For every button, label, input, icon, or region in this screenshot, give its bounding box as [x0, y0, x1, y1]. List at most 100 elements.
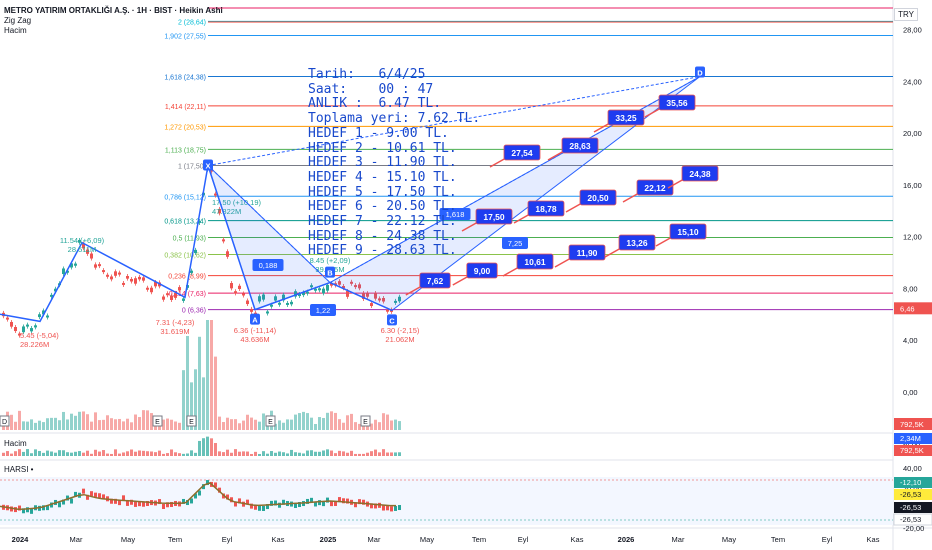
volume-bar-small [170, 449, 173, 456]
event-marker-label: E [189, 419, 194, 426]
volume-bar-small [126, 451, 129, 456]
rsi-pane-title: HARSI • [4, 465, 34, 474]
rsi-candle [94, 492, 97, 498]
volume-bar-small [114, 449, 117, 456]
candle [110, 276, 113, 280]
volume-bar [322, 417, 325, 430]
rsi-candle [238, 498, 241, 504]
volume-bar-small [258, 453, 261, 456]
volume-bar-small [342, 451, 345, 456]
time-axis-tick: Tem [168, 535, 182, 544]
rsi-candle [58, 502, 61, 508]
target-box [658, 94, 696, 111]
note-line: HEDEF 2 - 10.61 TL. [308, 140, 457, 156]
price-axis-tick: -4,00 [903, 440, 920, 449]
volume-bar [78, 411, 81, 430]
volume-bar [290, 419, 293, 430]
volume-bar-small [58, 450, 61, 456]
volume-bar-small [314, 451, 317, 456]
target-box [669, 223, 707, 240]
target-label: 7,62 [427, 276, 444, 286]
zigzag-indicator-label[interactable]: Zig Zag [4, 16, 32, 25]
rsi-candle [138, 501, 141, 507]
candle [222, 239, 225, 242]
volume-bar [386, 414, 389, 430]
candle [122, 282, 125, 285]
zigzag-label: 11.54 (+6,09) [60, 236, 105, 245]
volume-bar [74, 415, 77, 430]
rsi-candle [214, 482, 217, 488]
symbol-title[interactable]: METRO YATIRIM ORTAKLIĞI A.Ş. · 1H · BIST… [4, 6, 223, 15]
volume-indicator-label[interactable]: Hacim [4, 26, 27, 35]
volume-bar [62, 411, 65, 430]
rsi-value-label: -26,53 [900, 515, 921, 524]
rsi-candle [158, 499, 161, 505]
candle [278, 302, 281, 305]
target-box [636, 179, 674, 196]
volume-bar-small [322, 450, 325, 456]
volume-bar-small [266, 453, 269, 456]
time-axis-tick: Tem [472, 535, 486, 544]
time-axis-tick: May [121, 535, 135, 544]
note-line: HEDEF 3 - 11.90 TL. [308, 155, 457, 171]
zigzag-label: 6.36 (-11,14) [234, 326, 277, 335]
target-box [579, 189, 617, 206]
target-box [561, 137, 599, 154]
rsi-candle [102, 494, 105, 500]
volume-bar-small [334, 453, 337, 456]
time-axis-tick: Kas [571, 535, 584, 544]
volume-bar-small [10, 453, 13, 456]
pattern-point-marker [325, 266, 335, 278]
candle [62, 268, 65, 275]
volume-bar-small [386, 452, 389, 456]
volume-bar-small [378, 452, 381, 456]
volume-bar-small [286, 453, 289, 456]
currency-badge[interactable]: TRY [894, 8, 918, 21]
candle [226, 251, 229, 257]
time-axis-tick: May [420, 535, 434, 544]
pattern-xab [207, 165, 331, 311]
volume-bar-small [110, 453, 113, 456]
volume-bar-small [358, 453, 361, 456]
candle [174, 292, 177, 298]
rsi-candle [346, 498, 349, 504]
volume-bar [170, 419, 173, 430]
volume-bar [202, 377, 205, 430]
volume-bar [314, 423, 317, 430]
volume-tag [894, 418, 932, 430]
volume-bar [34, 422, 37, 430]
candle [250, 308, 253, 312]
target-label: 33,25 [615, 113, 637, 123]
volume-bar [82, 411, 85, 430]
volume-bar [382, 413, 385, 430]
price-axis-tick: 0,00 [903, 388, 918, 397]
pattern-ratio-label: 0,188 [259, 261, 278, 270]
rsi-candle [326, 497, 329, 503]
target-box [419, 272, 451, 289]
volume-bar [302, 411, 305, 430]
candle [262, 294, 265, 300]
volume-bar [346, 415, 349, 430]
fib-level-label: 0,114 (7,63) [169, 291, 206, 298]
volume-bar-small [242, 451, 245, 456]
volume-bar [198, 336, 201, 430]
volume-bar [138, 417, 141, 430]
candle [6, 317, 9, 320]
volume-bar-small [146, 451, 149, 456]
candle [70, 263, 73, 268]
target-arrow [622, 192, 640, 203]
candle [182, 298, 185, 301]
volume-bar-small [302, 453, 305, 456]
volume-bar-small [122, 452, 125, 456]
rsi-value-tag [894, 502, 932, 513]
volume-bar [250, 417, 253, 430]
pattern-point-marker [695, 66, 705, 78]
candle [354, 285, 357, 288]
fib-level-label: 0,5 (11,93) [173, 236, 206, 243]
candle [98, 264, 101, 267]
target-label: 11,90 [577, 248, 598, 258]
candle [130, 278, 133, 282]
zigzag-label: 17.50 (+10.19) [212, 198, 261, 207]
candle [154, 282, 157, 287]
